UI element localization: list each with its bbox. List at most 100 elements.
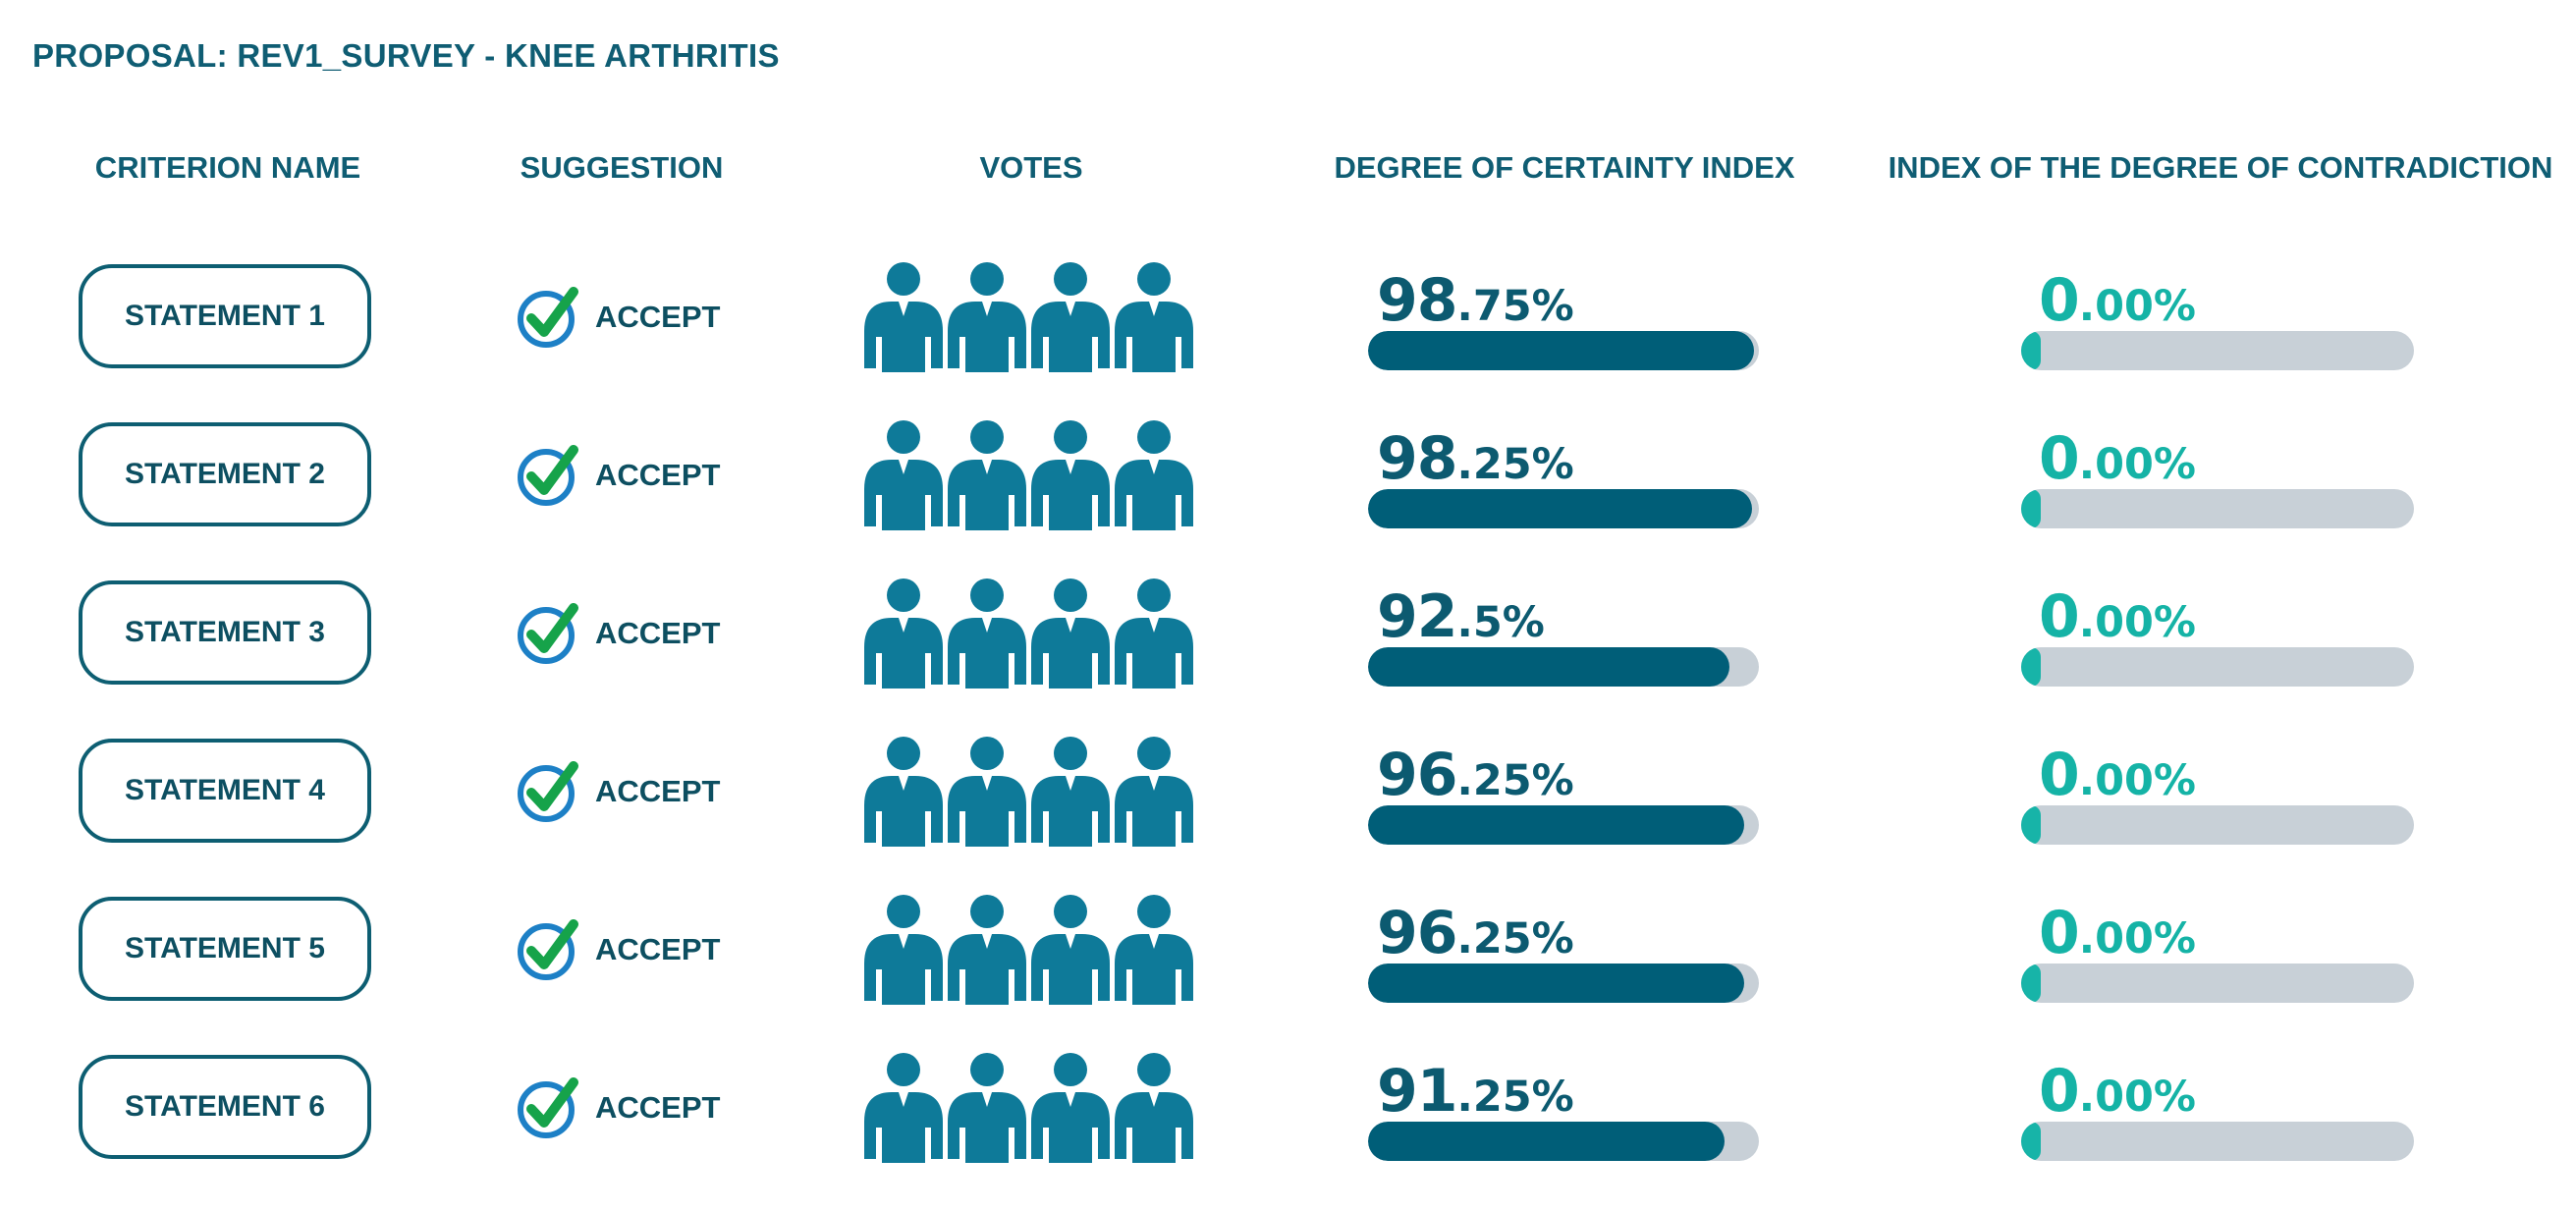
certainty-value-decimal: .5% bbox=[1456, 598, 1545, 647]
person-icon bbox=[1031, 895, 1110, 1005]
certainty-value-integer: 98 bbox=[1377, 424, 1457, 493]
certainty-value-integer: 98 bbox=[1377, 266, 1457, 335]
check-circle-icon bbox=[518, 761, 578, 822]
contradiction-value-integer: 0 bbox=[2039, 424, 2080, 493]
suggestion-label: ACCEPT bbox=[595, 932, 721, 966]
certainty-bar-track bbox=[1368, 647, 1759, 687]
person-icon bbox=[1115, 895, 1193, 1005]
certainty-bar-track bbox=[1368, 331, 1759, 370]
person-icon bbox=[864, 578, 943, 689]
person-icon bbox=[1115, 578, 1193, 689]
page-title: PROPOSAL: REV1_SURVEY - KNEE ARTHRITIS bbox=[32, 37, 780, 74]
check-circle-icon bbox=[518, 603, 578, 664]
contradiction-value-decimal: .00% bbox=[2078, 914, 2197, 964]
certainty-bar-fill bbox=[1368, 331, 1754, 370]
contradiction-bar-fill bbox=[2021, 647, 2041, 687]
person-icon bbox=[864, 737, 943, 847]
person-icon bbox=[1115, 737, 1193, 847]
contradiction-value-decimal: .00% bbox=[2078, 598, 2197, 647]
header-suggestion: SUGGESTION bbox=[520, 150, 724, 185]
contradiction-value-integer: 0 bbox=[2039, 1057, 2080, 1126]
person-icon bbox=[948, 895, 1026, 1005]
person-icon bbox=[1031, 420, 1110, 530]
contradiction-bar-fill bbox=[2021, 964, 2041, 1003]
criterion-name-pill[interactable]: STATEMENT 1 bbox=[79, 264, 371, 368]
contradiction-value: 0.00% bbox=[2039, 266, 2196, 335]
certainty-value: 91.25% bbox=[1377, 1057, 1574, 1126]
certainty-bar-fill bbox=[1368, 489, 1752, 528]
votes-icons bbox=[864, 262, 1193, 372]
criterion-name-pill[interactable]: STATEMENT 5 bbox=[79, 897, 371, 1001]
criterion-name-pill[interactable]: STATEMENT 4 bbox=[79, 739, 371, 843]
statement-row: STATEMENT 3 ACCEPT 92.5% 0.00% bbox=[0, 578, 2576, 738]
check-circle-icon bbox=[518, 919, 578, 980]
certainty-value-integer: 96 bbox=[1377, 741, 1457, 809]
contradiction-bar-track bbox=[2021, 1122, 2414, 1161]
certainty-value: 98.75% bbox=[1377, 266, 1574, 335]
certainty-value-decimal: .25% bbox=[1456, 1073, 1574, 1122]
person-icon bbox=[1115, 420, 1193, 530]
person-icon bbox=[948, 578, 1026, 689]
contradiction-value-integer: 0 bbox=[2039, 899, 2080, 967]
contradiction-value: 0.00% bbox=[2039, 741, 2196, 809]
person-icon bbox=[948, 420, 1026, 530]
votes-icons bbox=[864, 578, 1193, 689]
certainty-value-integer: 96 bbox=[1377, 899, 1457, 967]
person-icon bbox=[948, 1053, 1026, 1163]
suggestion-label: ACCEPT bbox=[595, 1090, 721, 1125]
header-votes: VOTES bbox=[979, 150, 1083, 185]
votes-icons bbox=[864, 420, 1193, 530]
statement-row: STATEMENT 5 ACCEPT 96.25% 0.00% bbox=[0, 895, 2576, 1054]
contradiction-value-decimal: .00% bbox=[2078, 282, 2197, 331]
person-icon bbox=[948, 262, 1026, 372]
certainty-bar-track bbox=[1368, 964, 1759, 1003]
certainty-bar-fill bbox=[1368, 805, 1744, 845]
header-certainty-index: DEGREE OF CERTAINTY INDEX bbox=[1334, 150, 1795, 185]
contradiction-value: 0.00% bbox=[2039, 1057, 2196, 1126]
contradiction-value: 0.00% bbox=[2039, 899, 2196, 967]
certainty-value: 96.25% bbox=[1377, 741, 1574, 809]
suggestion-label: ACCEPT bbox=[595, 774, 721, 808]
contradiction-value-integer: 0 bbox=[2039, 266, 2080, 335]
statement-row: STATEMENT 4 ACCEPT 96.25% 0.00% bbox=[0, 737, 2576, 896]
contradiction-value-integer: 0 bbox=[2039, 582, 2080, 651]
certainty-value-decimal: .25% bbox=[1456, 756, 1574, 805]
contradiction-bar-track bbox=[2021, 489, 2414, 528]
person-icon bbox=[948, 737, 1026, 847]
person-icon bbox=[1115, 1053, 1193, 1163]
suggestion-label: ACCEPT bbox=[595, 300, 721, 334]
person-icon bbox=[864, 895, 943, 1005]
certainty-value: 98.25% bbox=[1377, 424, 1574, 493]
criterion-name-pill[interactable]: STATEMENT 2 bbox=[79, 422, 371, 526]
statement-row: STATEMENT 1 ACCEPT 98.75% 0.00% bbox=[0, 262, 2576, 421]
criterion-name-pill[interactable]: STATEMENT 3 bbox=[79, 580, 371, 685]
certainty-value-integer: 91 bbox=[1377, 1057, 1457, 1126]
certainty-value: 96.25% bbox=[1377, 899, 1574, 967]
contradiction-value-decimal: .00% bbox=[2078, 1073, 2197, 1122]
criterion-name-pill[interactable]: STATEMENT 6 bbox=[79, 1055, 371, 1159]
certainty-bar-fill bbox=[1368, 964, 1744, 1003]
certainty-value-integer: 92 bbox=[1377, 582, 1457, 651]
person-icon bbox=[1031, 737, 1110, 847]
check-circle-icon bbox=[518, 1077, 578, 1138]
statement-row: STATEMENT 2 ACCEPT 98.25% 0.00% bbox=[0, 420, 2576, 579]
header-criterion-name: CRITERION NAME bbox=[94, 150, 361, 185]
certainty-value: 92.5% bbox=[1377, 582, 1545, 651]
votes-icons bbox=[864, 737, 1193, 847]
votes-icons bbox=[864, 895, 1193, 1005]
contradiction-bar-fill bbox=[2021, 331, 2041, 370]
check-circle-icon bbox=[518, 445, 578, 506]
person-icon bbox=[864, 262, 943, 372]
person-icon bbox=[864, 420, 943, 530]
contradiction-value-decimal: .00% bbox=[2078, 440, 2197, 489]
check-circle-icon bbox=[518, 287, 578, 348]
contradiction-value: 0.00% bbox=[2039, 424, 2196, 493]
contradiction-bar-track bbox=[2021, 331, 2414, 370]
certainty-value-decimal: .25% bbox=[1456, 440, 1574, 489]
suggestion-label: ACCEPT bbox=[595, 458, 721, 492]
certainty-bar-fill bbox=[1368, 1122, 1725, 1161]
person-icon bbox=[1031, 262, 1110, 372]
person-icon bbox=[1115, 262, 1193, 372]
contradiction-value-decimal: .00% bbox=[2078, 756, 2197, 805]
certainty-bar-track bbox=[1368, 489, 1759, 528]
